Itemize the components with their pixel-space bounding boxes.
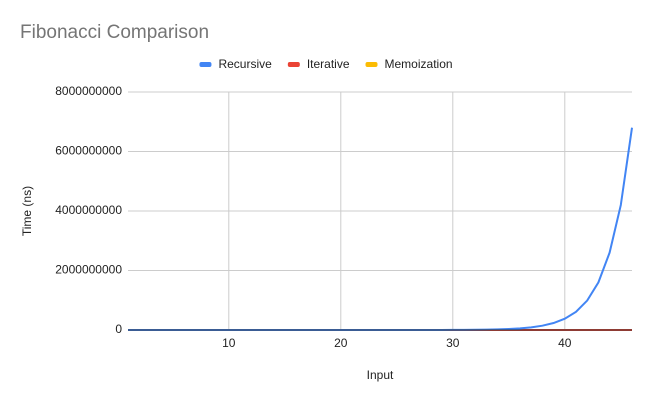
- x-tick-label: 10: [222, 336, 236, 350]
- x-tick-label: 40: [558, 336, 572, 350]
- legend-label: Recursive: [218, 57, 272, 71]
- x-tick-label: 20: [334, 336, 348, 350]
- y-tick-label: 4000000000: [55, 203, 122, 217]
- legend-swatch: [287, 62, 300, 67]
- y-tick-label: 8000000000: [55, 84, 122, 98]
- legend-swatch: [199, 62, 212, 67]
- legend-swatch: [365, 62, 378, 67]
- legend-label: Iterative: [307, 57, 350, 71]
- y-tick-label: 0: [115, 322, 122, 336]
- legend-label: Memoization: [385, 57, 453, 71]
- chart-title: Fibonacci Comparison: [20, 22, 209, 43]
- y-tick-label: 6000000000: [55, 144, 122, 158]
- x-tick-label: 30: [446, 336, 460, 350]
- y-tick-label: 2000000000: [55, 263, 122, 277]
- legend: Recursive Iterative Memoization: [199, 57, 453, 71]
- y-axis-label: Time (ns): [20, 186, 34, 236]
- x-axis-label: Input: [367, 368, 394, 382]
